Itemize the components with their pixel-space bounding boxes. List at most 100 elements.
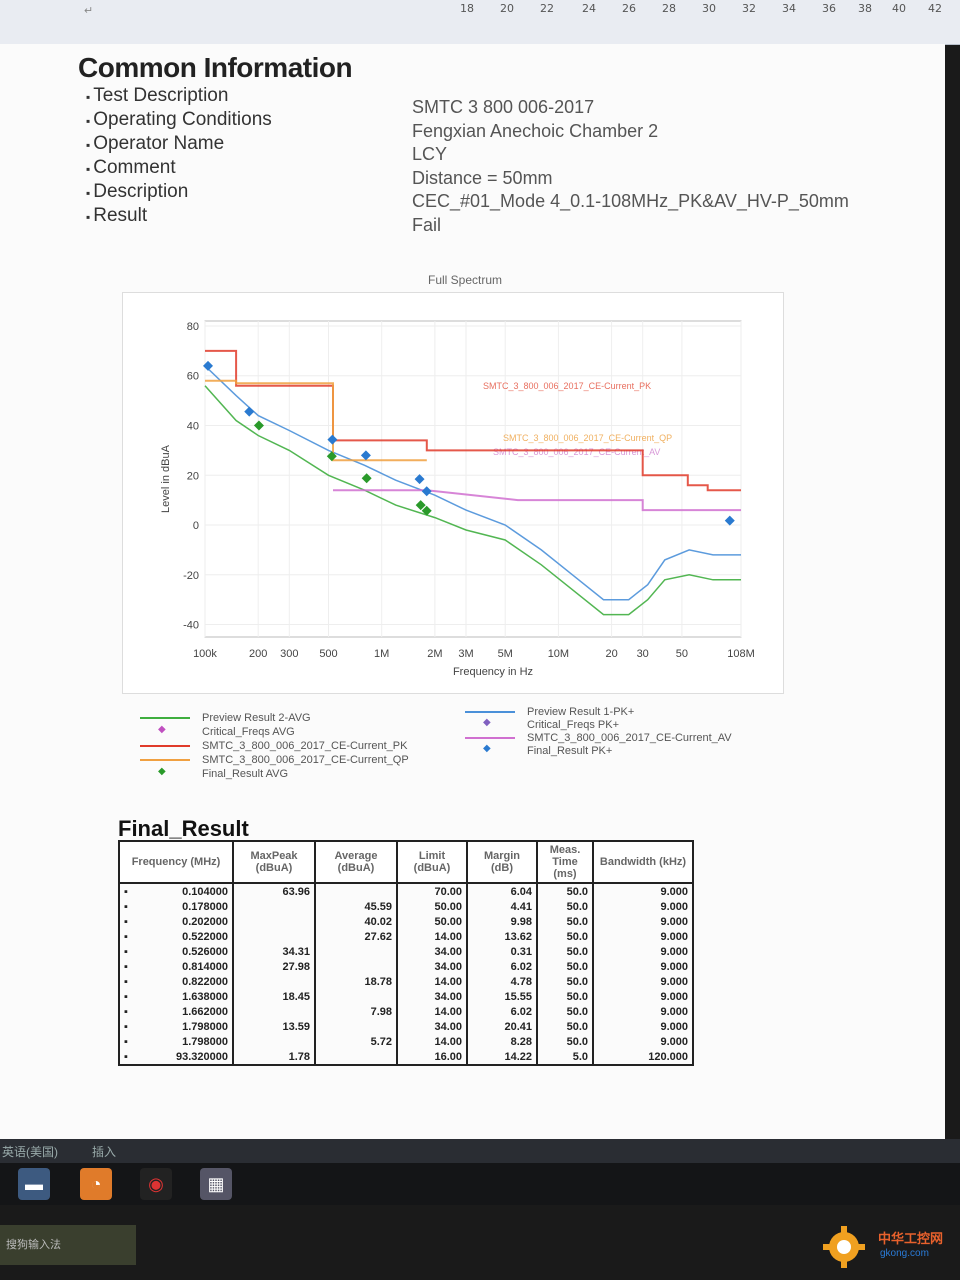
ruler-mark: 22 bbox=[540, 2, 554, 15]
legend-item: Final_Result PK+ bbox=[465, 743, 613, 757]
table-cell: 93.320000 bbox=[136, 1049, 234, 1066]
table-row: ▪ 0.178000 45.59 50.00 4.41 50.0 9.000 bbox=[118, 899, 694, 914]
series-line-3 bbox=[205, 379, 427, 462]
limit-line-label: SMTC_3_800_006_2017_CE-Current_PK bbox=[483, 381, 651, 391]
ruler-mark: 20 bbox=[500, 2, 514, 15]
watermark-text: 中华工控网 bbox=[878, 1231, 944, 1246]
legend-item: SMTC_3_800_006_2017_CE-Current_PK bbox=[140, 740, 407, 752]
table-cell: 13.62 bbox=[466, 929, 538, 944]
table-cell: 50.00 bbox=[396, 914, 468, 929]
table-cell: 7.98 bbox=[314, 1004, 398, 1019]
ruler-mark: 40 bbox=[892, 2, 906, 15]
legend-swatch bbox=[465, 743, 515, 756]
table-cell bbox=[314, 959, 398, 974]
legend-label: SMTC_3_800_006_2017_CE-Current_QP bbox=[202, 754, 409, 766]
data-marker bbox=[421, 505, 432, 516]
table-cell bbox=[314, 989, 398, 1004]
row-bullet: ▪ bbox=[118, 959, 136, 974]
row-bullet: ▪ bbox=[118, 914, 136, 929]
table-cell: 34.31 bbox=[232, 944, 316, 959]
table-cell: 6.02 bbox=[466, 959, 538, 974]
page-title: Common Information bbox=[78, 52, 353, 83]
x-tick-label: 30 bbox=[637, 648, 649, 660]
table-row: ▪ 1.638000 18.45 34.00 15.55 50.0 9.000 bbox=[118, 989, 694, 1004]
table-header: Frequency (MHz) bbox=[118, 840, 234, 884]
media-icon[interactable]: ◉ bbox=[140, 1168, 172, 1200]
info-label: Result bbox=[86, 204, 272, 228]
table-row: ▪ 1.662000 7.98 14.00 6.02 50.0 9.000 bbox=[118, 1004, 694, 1019]
series-line-0 bbox=[204, 385, 741, 616]
ruler: 18 20 22 24 26 28 30 32 34 36 38 40 42 bbox=[0, 0, 960, 45]
table-cell: 40.02 bbox=[314, 914, 398, 929]
legend-swatch bbox=[465, 717, 515, 730]
info-value: SMTC 3 800 006-2017 bbox=[412, 97, 595, 117]
table-cell: 9.000 bbox=[592, 914, 694, 929]
x-tick-label: 50 bbox=[676, 648, 688, 660]
table-row: ▪ 0.202000 40.02 50.00 9.98 50.0 9.000 bbox=[118, 914, 694, 929]
legend-item: Final_Result AVG bbox=[140, 766, 288, 780]
table-cell: 120.000 bbox=[592, 1049, 694, 1066]
table-cell: 1.662000 bbox=[136, 1004, 234, 1019]
table-row: ▪ 0.104000 63.96 70.00 6.04 50.0 9.000 bbox=[118, 883, 694, 899]
insert-mode-indicator[interactable]: 插入 bbox=[92, 1145, 117, 1159]
table-cell: 9.000 bbox=[592, 959, 694, 974]
table-cell: 1.798000 bbox=[136, 1019, 234, 1034]
table-cell: 0.526000 bbox=[136, 944, 234, 959]
table-cell: 14.22 bbox=[466, 1049, 538, 1066]
table-cell: 50.0 bbox=[536, 989, 594, 1004]
x-tick-label: 1M bbox=[374, 648, 389, 660]
input-method-bar[interactable]: 搜狗输入法 bbox=[0, 1225, 136, 1265]
legend-label: Final_Result PK+ bbox=[527, 745, 613, 757]
row-bullet: ▪ bbox=[118, 929, 136, 944]
info-value: Fail bbox=[412, 214, 442, 235]
legend-swatch bbox=[140, 713, 190, 723]
table-cell: 9.98 bbox=[466, 914, 538, 929]
paragraph-mark: ↵ bbox=[84, 5, 94, 17]
table-cell: 50.0 bbox=[536, 1034, 594, 1049]
ruler-mark: 32 bbox=[742, 2, 756, 15]
y-tick-label: 60 bbox=[187, 371, 199, 383]
table-cell: 9.000 bbox=[592, 974, 694, 989]
watermark: 中华工控网 gkong.com bbox=[820, 1224, 950, 1270]
legend-item: SMTC_3_800_006_2017_CE-Current_AV bbox=[465, 732, 732, 744]
data-marker bbox=[244, 406, 255, 417]
y-axis-label: Level in dBuA bbox=[160, 444, 172, 513]
final-result-table: Frequency (MHz) MaxPeak (dBuA) Average (dB… bbox=[118, 840, 694, 1066]
table-header: Bandwidth (kHz) bbox=[592, 840, 694, 884]
table-cell: 50.00 bbox=[396, 899, 468, 914]
table-cell: 4.78 bbox=[466, 974, 538, 989]
row-bullet: ▪ bbox=[118, 1019, 136, 1034]
table-row: ▪ 1.798000 13.59 34.00 20.41 50.0 9.000 bbox=[118, 1019, 694, 1034]
info-label: Operating Conditions bbox=[86, 108, 272, 132]
table-cell: 50.0 bbox=[536, 959, 594, 974]
table-cell: 1.798000 bbox=[136, 1034, 234, 1049]
y-tick-label: -20 bbox=[183, 570, 199, 582]
table-cell bbox=[232, 899, 316, 914]
x-tick-label: 10M bbox=[548, 648, 569, 660]
table-header: Margin (dB) bbox=[466, 840, 538, 884]
table-cell bbox=[314, 1049, 398, 1066]
table-cell: 15.55 bbox=[466, 989, 538, 1004]
ruler-mark: 34 bbox=[782, 2, 796, 15]
chart-container: 80 60 40 20 0 -20 -40 100k 200 300 500 1M 2M 3M 5M 10M 2… bbox=[122, 292, 784, 694]
x-tick-label: 300 bbox=[280, 648, 298, 660]
data-marker bbox=[360, 450, 371, 461]
ruler-mark: 42 bbox=[928, 2, 942, 15]
legend-label: Critical_Freqs AVG bbox=[202, 726, 295, 738]
table-cell bbox=[314, 944, 398, 959]
table-cell: 0.822000 bbox=[136, 974, 234, 989]
app-orange-icon[interactable]: ◔ bbox=[80, 1168, 112, 1200]
film-icon[interactable]: ▦ bbox=[200, 1168, 232, 1200]
folder-icon[interactable]: ▬ bbox=[18, 1168, 50, 1200]
info-value: Distance = 50mm bbox=[412, 167, 553, 188]
series-line-4 bbox=[333, 489, 741, 512]
table-cell: 9.000 bbox=[592, 944, 694, 959]
y-tick-label: 40 bbox=[187, 421, 199, 433]
row-bullet: ▪ bbox=[118, 1004, 136, 1019]
table-cell bbox=[314, 1019, 398, 1034]
table-cell: 16.00 bbox=[396, 1049, 468, 1066]
x-tick-label: 108M bbox=[727, 648, 755, 660]
legend-swatch bbox=[465, 733, 515, 743]
language-indicator[interactable]: 英语(美国) bbox=[2, 1145, 58, 1159]
table-cell: 45.59 bbox=[314, 899, 398, 914]
